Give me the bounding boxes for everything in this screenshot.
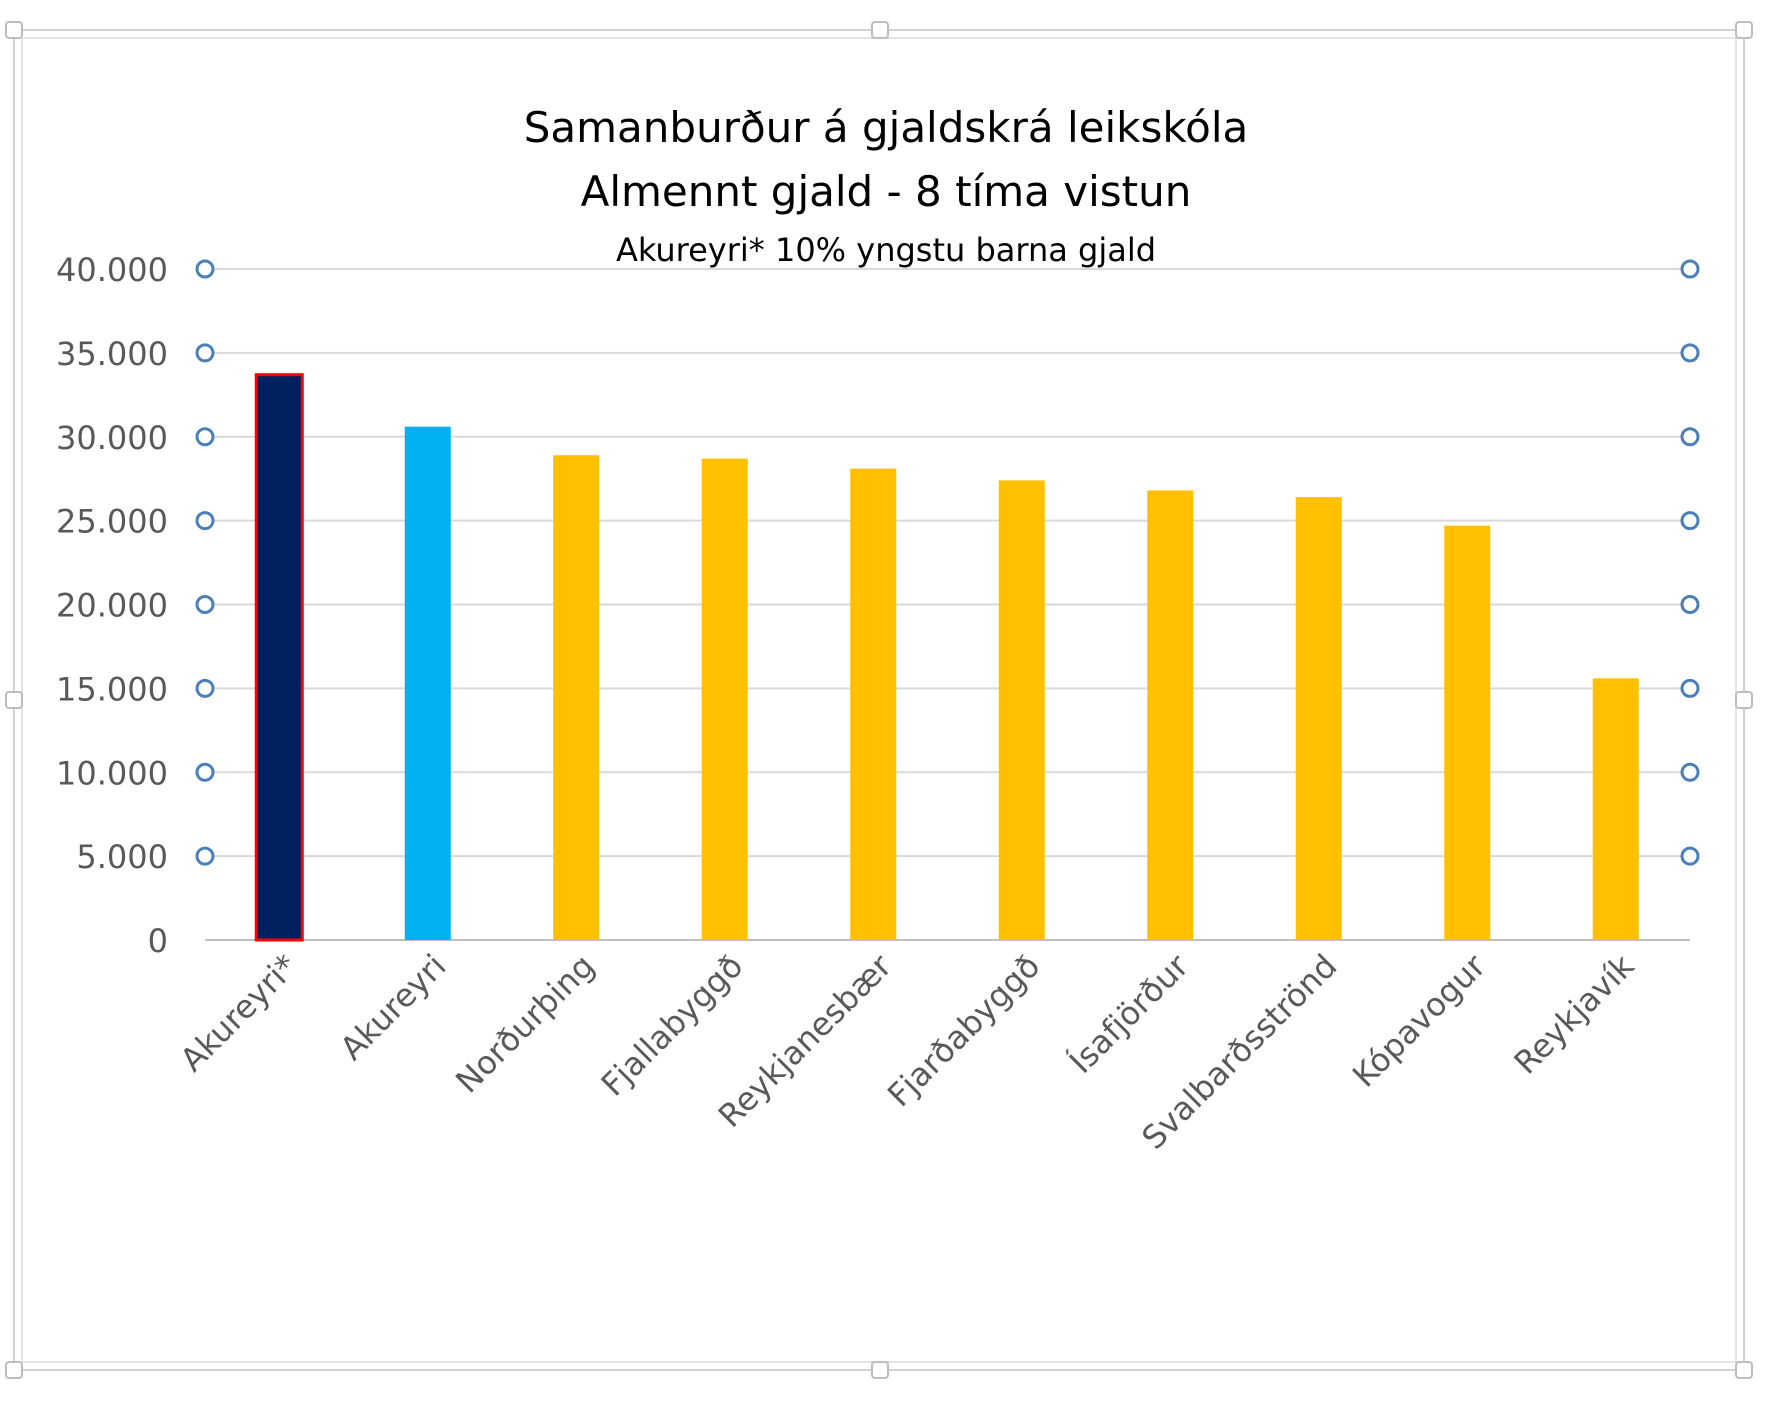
gridline-handle[interactable] bbox=[195, 846, 215, 866]
y-tick-label: 20.000 bbox=[56, 587, 168, 625]
gridlines bbox=[205, 268, 1690, 941]
chart-title: Samanburður á gjaldskrá leikskóla bbox=[524, 103, 1249, 152]
gridline-handle[interactable] bbox=[1680, 595, 1700, 614]
resize-handle[interactable] bbox=[5, 21, 23, 39]
chart-subtitle: Almennt gjald - 8 tíma vistun bbox=[581, 167, 1192, 216]
gridline-handle[interactable] bbox=[1680, 427, 1700, 447]
resize-handle[interactable] bbox=[1735, 1361, 1753, 1379]
bars bbox=[254, 373, 1639, 942]
gridline-handle[interactable] bbox=[195, 427, 215, 447]
y-tick-label: 15.000 bbox=[56, 670, 168, 708]
gridline-handle[interactable] bbox=[1680, 678, 1700, 698]
gridline-handle[interactable] bbox=[195, 678, 215, 698]
y-tick-label: 0 bbox=[148, 922, 168, 960]
y-tick-label: 5.000 bbox=[76, 838, 168, 876]
bar bbox=[701, 458, 748, 940]
chart-selection-frame[interactable] bbox=[5, 21, 1753, 1379]
y-tick-label: 10.000 bbox=[56, 754, 168, 792]
resize-handle[interactable] bbox=[1735, 691, 1753, 709]
chart-note: Akureyri* 10% yngstu barna gjald bbox=[616, 231, 1156, 269]
x-tick-label: Ísafjörður bbox=[1062, 946, 1197, 1081]
bar bbox=[1444, 525, 1491, 940]
x-tick-label: Reykjavík bbox=[1506, 946, 1641, 1081]
y-tick-label: 30.000 bbox=[56, 419, 168, 457]
bar bbox=[553, 455, 600, 940]
y-tick-label: 25.000 bbox=[56, 503, 168, 541]
gridline-handle[interactable] bbox=[1680, 762, 1700, 782]
y-tick-label: 40.000 bbox=[56, 251, 168, 289]
x-tick-label: Fjarðabyggð bbox=[880, 947, 1047, 1114]
x-tick-label: Akureyri bbox=[333, 947, 454, 1068]
gridline-handle[interactable] bbox=[195, 595, 215, 614]
bar bbox=[998, 480, 1045, 940]
y-tick-label: 35.000 bbox=[56, 335, 168, 373]
gridline-handle[interactable] bbox=[195, 343, 215, 363]
gridline-handle[interactable] bbox=[195, 762, 215, 782]
x-tick-label: Kópavogur bbox=[1345, 946, 1493, 1094]
gridline-handle[interactable] bbox=[1680, 259, 1700, 279]
bar bbox=[404, 426, 451, 940]
gridline-handle[interactable] bbox=[195, 259, 215, 279]
x-tick-label: Norðurþing bbox=[448, 947, 602, 1101]
gridline-handles[interactable] bbox=[195, 259, 1700, 866]
x-tick-label: Akureyri* bbox=[173, 947, 305, 1079]
bar bbox=[1295, 497, 1342, 940]
bar bbox=[1592, 678, 1639, 940]
gridline-handle[interactable] bbox=[1680, 343, 1700, 363]
resize-handle[interactable] bbox=[871, 21, 889, 39]
resize-handle[interactable] bbox=[1735, 21, 1753, 39]
y-axis-tick-labels: 0 5.000 10.000 15.000 20.000 25.000 30.000 35.0… bbox=[56, 251, 168, 960]
bar bbox=[254, 373, 304, 942]
bar bbox=[850, 468, 897, 940]
bar bbox=[1147, 490, 1194, 940]
gridline-handle[interactable] bbox=[1680, 846, 1700, 866]
gridline-handle[interactable] bbox=[195, 511, 215, 531]
resize-handle[interactable] bbox=[5, 1361, 23, 1379]
resize-handle[interactable] bbox=[5, 691, 23, 709]
x-tick-label: Fjallabyggð bbox=[594, 947, 751, 1104]
gridline-handle[interactable] bbox=[1680, 511, 1700, 531]
resize-handle[interactable] bbox=[871, 1361, 889, 1379]
